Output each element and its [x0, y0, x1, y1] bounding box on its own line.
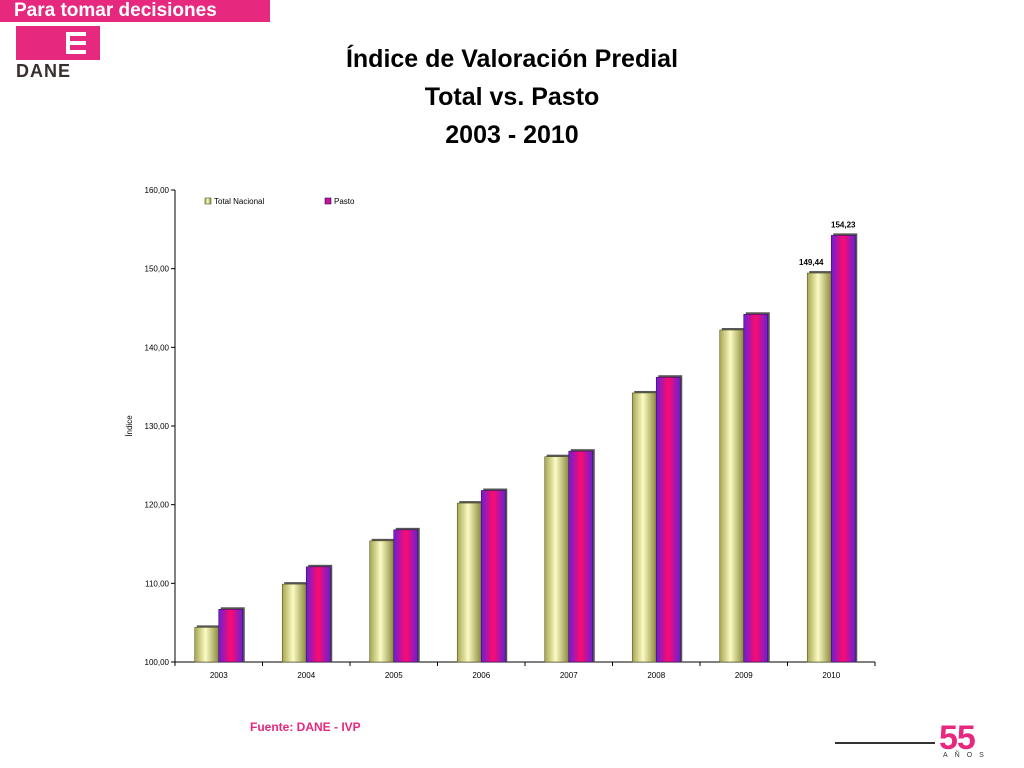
bar-pasto-2007: [568, 450, 594, 663]
anniversary-logo: 55 AÑOS: [835, 719, 1005, 765]
bar-total-nacional-2005: [369, 540, 395, 663]
legend-swatch: [324, 197, 332, 205]
dane-logo-mark: [16, 26, 100, 60]
x-tick-label: 2008: [647, 671, 665, 680]
y-tick-label: 120,00: [145, 501, 170, 510]
legend-swatch: [204, 197, 212, 205]
title-line-1: Índice de Valoración Predial: [345, 45, 679, 73]
y-tick-label: 150,00: [145, 265, 170, 274]
bar-pasto-2003: [218, 608, 244, 663]
source-note: Fuente: DANE - IVP: [250, 720, 361, 734]
bar-total-nacional-2010: [806, 272, 832, 663]
legend-label: Pasto: [334, 197, 355, 206]
title-line-2: Total vs. Pasto: [424, 83, 600, 111]
dane-logo-text: DANE: [16, 61, 72, 81]
y-axis-title: Índice: [125, 415, 134, 437]
bar-total-nacional-2008: [631, 392, 657, 663]
bar-total-nacional-2006: [456, 502, 482, 663]
anniversary-line: [835, 742, 935, 744]
x-tick-label: 2009: [735, 671, 753, 680]
anniversary-label: AÑOS: [943, 752, 991, 759]
anniversary-number: 55: [939, 719, 976, 757]
data-label: 154,23: [831, 220, 856, 229]
bar-total-nacional-2007: [544, 456, 570, 663]
legend-label: Total Nacional: [214, 197, 264, 206]
bar-total-nacional-2009: [719, 329, 745, 663]
x-tick-label: 2003: [210, 671, 228, 680]
y-tick-label: 130,00: [145, 422, 170, 431]
bar-pasto-2010: [830, 235, 856, 663]
dane-logo: DANE: [16, 26, 104, 81]
y-tick-label: 140,00: [145, 343, 170, 352]
data-label: 149,44: [799, 258, 824, 267]
x-tick-label: 2006: [472, 671, 490, 680]
x-tick-label: 2007: [560, 671, 578, 680]
slide-title: Índice de Valoración Predial Total vs. P…: [0, 40, 1024, 154]
plot-area: 100,00 110,00 120,00 130,00 140,00 150,00 160,…: [125, 186, 876, 680]
title-line-3: 2003 - 2010: [445, 121, 579, 149]
bar-total-nacional-2003: [194, 627, 220, 663]
bar-pasto-2008: [655, 376, 681, 663]
bar-chart: 100,00 110,00 120,00 130,00 140,00 150,00 160,…: [125, 186, 876, 680]
y-tick-label: 110,00: [145, 579, 169, 588]
x-tick-label: 2005: [385, 671, 403, 680]
bar-pasto-2009: [743, 313, 769, 663]
bar-pasto-2006: [480, 490, 506, 663]
x-tick-label: 2004: [297, 671, 315, 680]
bar-pasto-2004: [305, 566, 331, 663]
bar-pasto-2005: [393, 529, 419, 663]
bar-total-nacional-2004: [281, 583, 307, 663]
tagline-banner: Para tomar decisiones: [0, 0, 270, 22]
y-tick-label: 100,00: [145, 658, 170, 667]
x-tick-label: 2010: [822, 671, 840, 680]
y-tick-label: 160,00: [145, 186, 170, 195]
